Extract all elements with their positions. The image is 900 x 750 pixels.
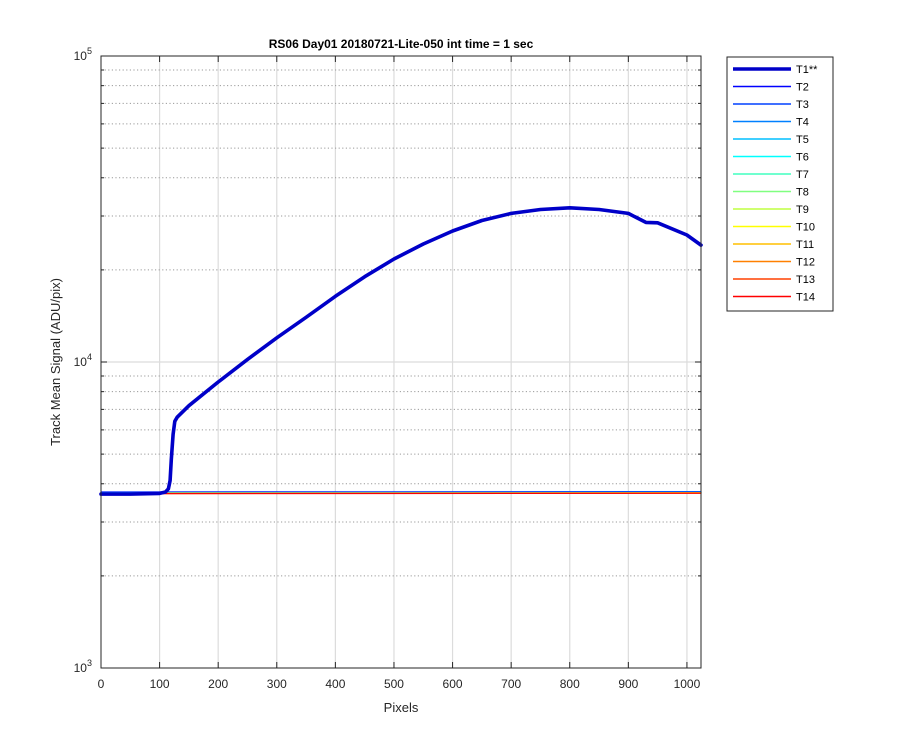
x-tick-label: 200: [208, 677, 228, 691]
legend-label: T14: [796, 292, 815, 304]
legend-label: T12: [796, 257, 815, 269]
legend-label: T9: [796, 204, 809, 216]
series-line-t14: [100, 492, 702, 495]
legend-label: T7: [796, 169, 809, 181]
y-axis-label: Track Mean Signal (ADU/pix): [48, 278, 63, 446]
legend-label: T6: [796, 152, 809, 164]
x-tick-label: 900: [618, 677, 638, 691]
legend: T1** T2 T3 T4 T5 T6 T7 T8 T9 T10 T11 T12 T13 T14: [726, 56, 834, 312]
chart-title: RS06 Day01 20180721-Lite-050 int time = …: [269, 37, 534, 51]
grid: [101, 56, 701, 668]
x-tick-label: 400: [325, 677, 345, 691]
legend-box: [726, 56, 834, 312]
series-layer: [99, 206, 703, 496]
legend-label: T4: [796, 117, 809, 129]
series-line-t1: [99, 206, 703, 496]
x-tick-label: 600: [443, 677, 463, 691]
x-axis: 0 100 200 300 400 500 600 700 800 900 1000: [98, 56, 701, 691]
legend-label: T3: [796, 99, 809, 111]
legend-label: T2: [796, 82, 809, 94]
x-tick-label: 1000: [674, 677, 701, 691]
x-tick-label: 700: [501, 677, 521, 691]
legend-label: T5: [796, 134, 809, 146]
legend-label: T8: [796, 187, 809, 199]
x-tick-label: 800: [560, 677, 580, 691]
x-tick-label: 300: [267, 677, 287, 691]
legend-label: T11: [796, 239, 814, 251]
x-axis-label: Pixels: [384, 700, 419, 715]
x-tick-label: 500: [384, 677, 404, 691]
legend-label: T10: [796, 222, 815, 234]
x-tick-label: 100: [150, 677, 170, 691]
legend-label: T13: [796, 274, 815, 286]
x-tick-label: 0: [98, 677, 105, 691]
legend-label: T1**: [796, 64, 818, 76]
